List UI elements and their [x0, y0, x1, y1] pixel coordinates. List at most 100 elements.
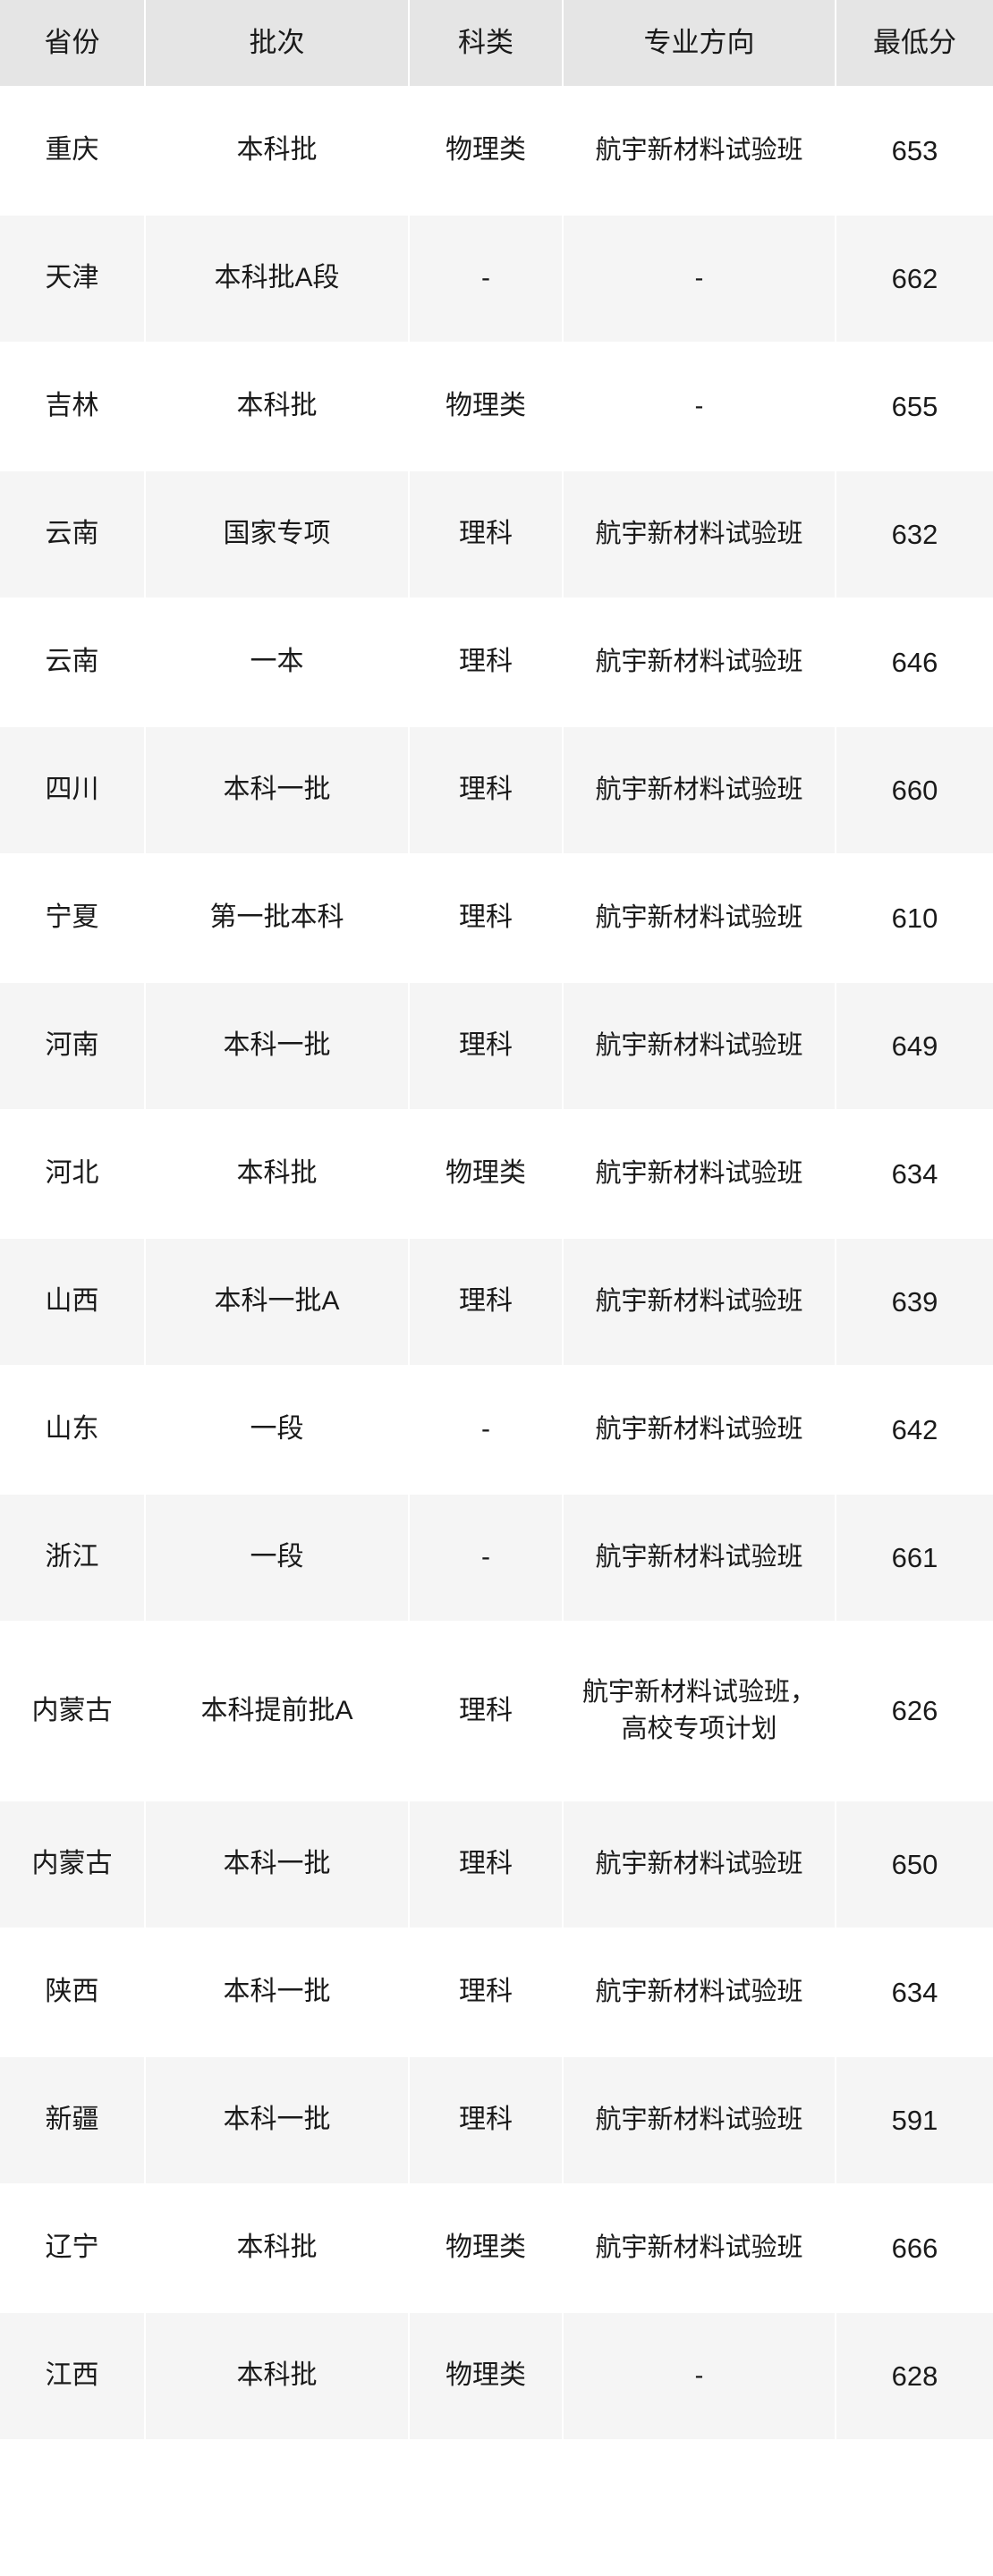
cell-province: 四川	[0, 727, 146, 856]
cell-province: 陕西	[0, 1929, 146, 2058]
cell-batch: 本科批	[146, 1111, 410, 1240]
column-header-batch: 批次	[146, 0, 410, 89]
table-row: 辽宁 本科批 物理类 航宇新材料试验班 666	[0, 2185, 993, 2314]
column-header-province: 省份	[0, 0, 146, 89]
cell-score: 610	[836, 855, 993, 984]
table-row: 四川 本科一批 理科 航宇新材料试验班 660	[0, 727, 993, 856]
cell-score: 639	[836, 1239, 993, 1368]
cell-province: 山西	[0, 1239, 146, 1368]
cell-batch: 本科一批	[146, 983, 410, 1112]
cell-batch: 国家专项	[146, 471, 410, 600]
cell-province: 辽宁	[0, 2185, 146, 2314]
cell-province: 河北	[0, 1111, 146, 1240]
cell-subject: 理科	[410, 855, 564, 984]
cell-batch: 本科批	[146, 2313, 410, 2442]
cell-batch: 本科一批	[146, 727, 410, 856]
cell-subject: -	[410, 1367, 564, 1496]
cell-major: 航宇新材料试验班	[564, 88, 836, 216]
cell-batch: 一段	[146, 1495, 410, 1623]
table-row: 内蒙古 本科一批 理科 航宇新材料试验班 650	[0, 1801, 993, 1930]
cell-batch: 本科提前批A	[146, 1623, 410, 1802]
cell-score: 646	[836, 599, 993, 728]
cell-batch: 本科一批	[146, 2057, 410, 2186]
cell-score: 655	[836, 343, 993, 472]
cell-province: 宁夏	[0, 855, 146, 984]
cell-subject: 理科	[410, 1929, 564, 2058]
cell-province: 江西	[0, 2313, 146, 2442]
table-row: 内蒙古 本科提前批A 理科 航宇新材料试验班，高校专项计划 626	[0, 1623, 993, 1802]
cell-major: 航宇新材料试验班	[564, 2057, 836, 2186]
table-row: 河北 本科批 物理类 航宇新材料试验班 634	[0, 1111, 993, 1240]
cell-province: 河南	[0, 983, 146, 1112]
cell-province: 天津	[0, 216, 146, 344]
cell-batch: 本科一批A	[146, 1239, 410, 1368]
cell-province: 浙江	[0, 1495, 146, 1623]
table-row: 陕西 本科一批 理科 航宇新材料试验班 634	[0, 1929, 993, 2058]
cell-major: 航宇新材料试验班	[564, 599, 836, 728]
table-row: 重庆 本科批 物理类 航宇新材料试验班 653	[0, 88, 993, 216]
table-row: 山东 一段 - 航宇新材料试验班 642	[0, 1367, 993, 1496]
cell-major: 航宇新材料试验班	[564, 1367, 836, 1496]
table-row: 新疆 本科一批 理科 航宇新材料试验班 591	[0, 2057, 993, 2186]
cell-major: 航宇新材料试验班	[564, 2185, 836, 2314]
cell-score: 642	[836, 1367, 993, 1496]
cell-subject: 物理类	[410, 343, 564, 472]
cell-province: 云南	[0, 471, 146, 600]
table-header: 省份 批次 科类 专业方向 最低分	[0, 0, 993, 89]
column-header-score: 最低分	[836, 0, 993, 89]
cell-major: 航宇新材料试验班	[564, 1929, 836, 2058]
table-row: 浙江 一段 - 航宇新材料试验班 661	[0, 1495, 993, 1623]
table-body: 重庆 本科批 物理类 航宇新材料试验班 653 天津 本科批A段 - -662 吉林 本科批 物理类 -…	[0, 88, 993, 2442]
cell-province: 山东	[0, 1367, 146, 1496]
cell-score: 662	[836, 216, 993, 344]
cell-province: 内蒙古	[0, 1623, 146, 1802]
table-row: 江西 本科批 物理类 -628	[0, 2313, 993, 2442]
cell-major: 航宇新材料试验班	[564, 1801, 836, 1930]
cell-subject: 理科	[410, 471, 564, 600]
cell-subject: -	[410, 1495, 564, 1623]
cell-major: 航宇新材料试验班，高校专项计划	[564, 1623, 836, 1802]
cell-subject: 物理类	[410, 1111, 564, 1240]
cell-subject: -	[410, 216, 564, 344]
cell-score: 650	[836, 1801, 993, 1930]
cell-subject: 理科	[410, 1623, 564, 1802]
cell-score: 626	[836, 1623, 993, 1802]
cell-score: 653	[836, 88, 993, 216]
cell-batch: 一本	[146, 599, 410, 728]
table-header-row: 省份 批次 科类 专业方向 最低分	[0, 0, 993, 89]
cell-score: 634	[836, 1929, 993, 2058]
cell-province: 吉林	[0, 343, 146, 472]
cell-score: 666	[836, 2185, 993, 2314]
table-row: 吉林 本科批 物理类 -655	[0, 343, 993, 472]
cell-batch: 第一批本科	[146, 855, 410, 984]
cell-major: 航宇新材料试验班	[564, 1495, 836, 1623]
cell-score: 660	[836, 727, 993, 856]
column-header-major: 专业方向	[564, 0, 836, 89]
cell-batch: 一段	[146, 1367, 410, 1496]
cell-major: -	[564, 2313, 836, 2442]
cell-major: 航宇新材料试验班	[564, 855, 836, 984]
cell-batch: 本科批	[146, 343, 410, 472]
cell-batch: 本科一批	[146, 1929, 410, 2058]
admission-score-table: 省份 批次 科类 专业方向 最低分 重庆 本科批 物理类 航宇新材料试验班 653 天津 本科批A段…	[0, 0, 993, 2442]
column-header-subject: 科类	[410, 0, 564, 89]
cell-subject: 物理类	[410, 2185, 564, 2314]
cell-province: 重庆	[0, 88, 146, 216]
table-row: 云南 一本 理科 航宇新材料试验班 646	[0, 599, 993, 728]
cell-subject: 理科	[410, 599, 564, 728]
table-row: 云南 国家专项 理科 航宇新材料试验班 632	[0, 471, 993, 600]
cell-score: 634	[836, 1111, 993, 1240]
cell-province: 新疆	[0, 2057, 146, 2186]
cell-score: 649	[836, 983, 993, 1112]
cell-major: 航宇新材料试验班	[564, 1239, 836, 1368]
cell-major: 航宇新材料试验班	[564, 471, 836, 600]
cell-subject: 物理类	[410, 88, 564, 216]
table-row: 山西 本科一批A 理科 航宇新材料试验班 639	[0, 1239, 993, 1368]
cell-subject: 理科	[410, 983, 564, 1112]
cell-major: 航宇新材料试验班	[564, 1111, 836, 1240]
cell-score: 661	[836, 1495, 993, 1623]
cell-batch: 本科批	[146, 88, 410, 216]
cell-major: 航宇新材料试验班	[564, 983, 836, 1112]
cell-score: 591	[836, 2057, 993, 2186]
cell-batch: 本科批A段	[146, 216, 410, 344]
